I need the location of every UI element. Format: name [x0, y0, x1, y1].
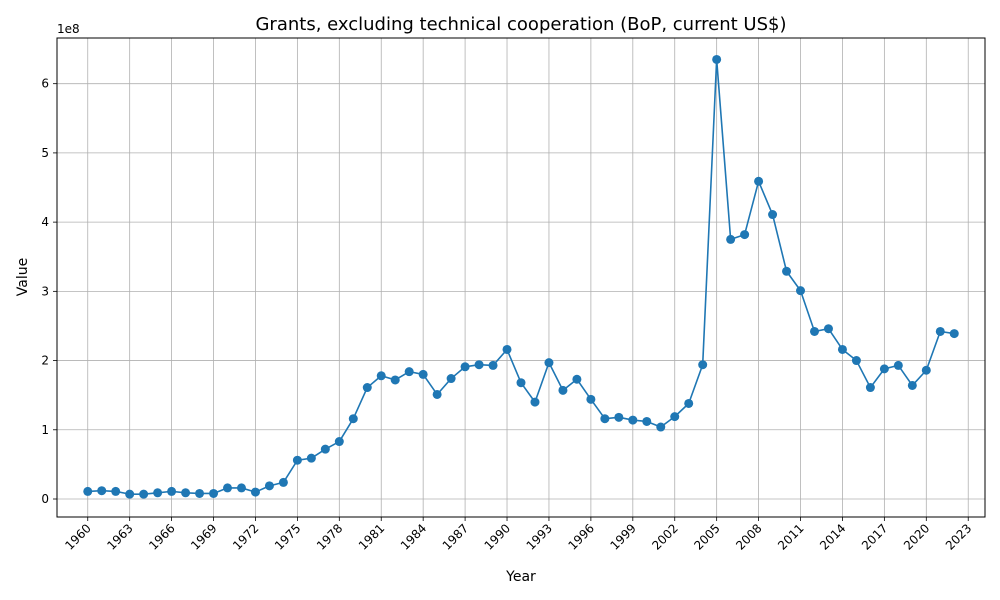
data-point — [809, 326, 819, 336]
data-point — [404, 367, 414, 377]
data-point — [698, 360, 708, 370]
data-point — [935, 326, 945, 336]
y-tick-label: 4 — [41, 215, 49, 229]
data-point — [530, 397, 540, 407]
data-point — [209, 488, 219, 498]
data-point — [264, 481, 274, 491]
data-point — [446, 374, 456, 384]
data-point — [628, 415, 638, 425]
data-point — [125, 489, 135, 499]
data-point — [306, 453, 316, 463]
data-point — [292, 455, 302, 465]
data-point — [879, 364, 889, 374]
data-point — [195, 488, 205, 498]
data-point — [223, 483, 233, 493]
data-point — [851, 356, 861, 366]
data-point — [502, 344, 512, 354]
data-point — [139, 489, 149, 499]
y-tick-label: 1 — [41, 423, 49, 437]
data-point — [740, 230, 750, 240]
data-point — [823, 324, 833, 334]
data-point — [670, 412, 680, 422]
data-point — [949, 329, 959, 339]
data-point — [334, 437, 344, 447]
data-point — [656, 422, 666, 432]
data-point — [796, 286, 806, 296]
data-point — [865, 383, 875, 393]
y-tick-label: 6 — [41, 77, 49, 91]
data-point — [320, 444, 330, 454]
data-point — [83, 486, 93, 496]
data-point — [376, 371, 386, 381]
data-point — [278, 477, 288, 487]
y-tick-label: 2 — [41, 354, 49, 368]
data-point — [544, 358, 554, 368]
data-point — [488, 360, 498, 370]
y-axis-ticks: 0 1 2 3 4 5 6 — [41, 77, 57, 506]
data-point — [572, 374, 582, 384]
data-point — [474, 360, 484, 370]
data-point — [600, 414, 610, 424]
data-point — [167, 486, 177, 496]
grid — [57, 38, 985, 517]
data-point — [782, 266, 792, 276]
data-point — [348, 414, 358, 424]
data-point — [684, 398, 694, 408]
data-point — [362, 383, 372, 393]
data-point — [236, 483, 246, 493]
data-point — [432, 389, 442, 399]
data-point — [586, 394, 596, 404]
data-point — [516, 378, 526, 388]
data-point — [181, 488, 191, 498]
data-point — [893, 360, 903, 370]
y-tick-label: 3 — [41, 284, 49, 298]
data-point — [460, 362, 470, 372]
data-point — [712, 54, 722, 64]
data-point — [418, 369, 428, 379]
chart-title: Grants, excluding technical cooperation … — [255, 14, 786, 35]
data-point — [614, 412, 624, 422]
data-point — [642, 416, 652, 426]
y-scale-offset-label: 1e8 — [57, 22, 80, 36]
y-tick-label: 0 — [41, 492, 49, 506]
data-point — [97, 486, 107, 496]
data-point — [754, 176, 764, 186]
data-point — [390, 375, 400, 385]
data-point — [837, 344, 847, 354]
data-points — [83, 54, 959, 499]
data-point — [768, 210, 778, 220]
data-point — [921, 365, 931, 375]
data-point — [558, 385, 568, 395]
y-axis-title: Value — [15, 258, 31, 296]
x-axis-title: Year — [505, 569, 536, 585]
data-point — [111, 486, 121, 496]
data-point — [250, 487, 260, 497]
data-point — [726, 234, 736, 244]
plot-frame — [56, 37, 986, 518]
data-point — [907, 380, 917, 390]
data-point — [153, 488, 163, 498]
y-tick-label: 5 — [41, 146, 49, 160]
